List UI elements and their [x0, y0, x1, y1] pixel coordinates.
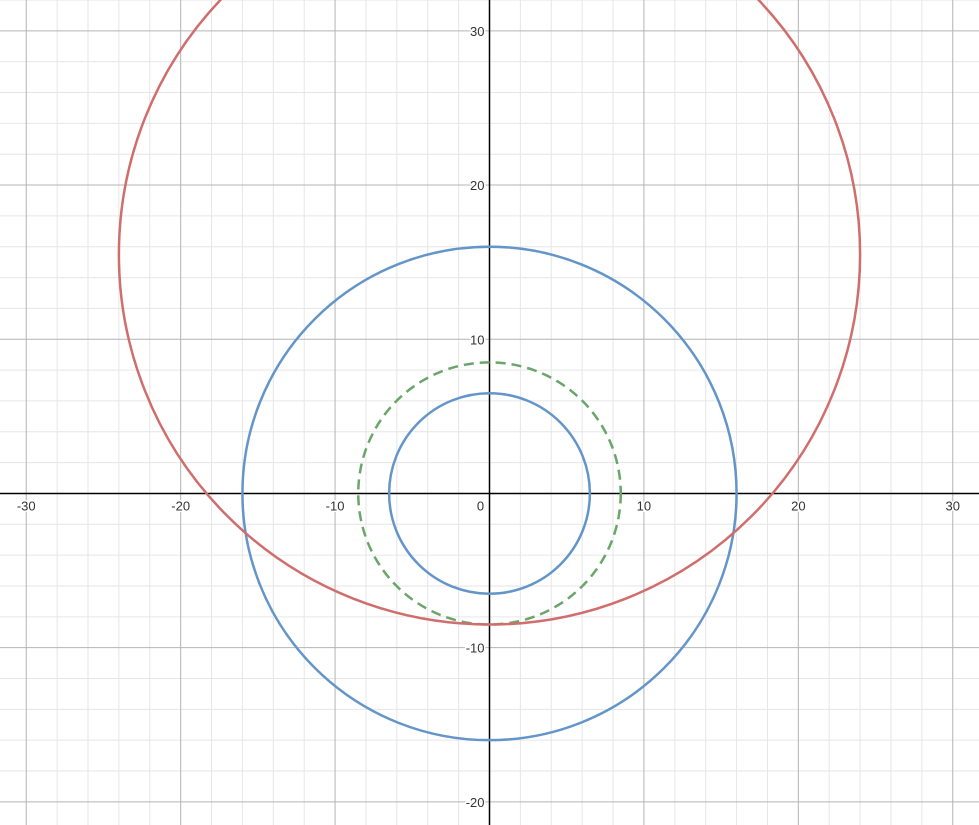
- curve-circle-1: [241, 245, 738, 742]
- curves: [117, 0, 862, 742]
- y-tick-label: 10: [470, 332, 484, 347]
- y-tick-label: -10: [466, 641, 485, 656]
- x-tick-label: 20: [791, 498, 805, 513]
- y-tick-label: 30: [470, 24, 484, 39]
- y-tick-label: -20: [466, 795, 485, 810]
- x-axis-tick-labels: -30 -20 -10 0 10 20 30: [15, 497, 961, 515]
- curve-circle-2: [387, 391, 592, 595]
- curve-circle-3: [356, 361, 623, 626]
- x-tick-label: -10: [326, 498, 345, 513]
- x-tick-label: 10: [637, 498, 651, 513]
- y-tick-label: 20: [470, 178, 484, 193]
- x-tick-label: -20: [171, 498, 190, 513]
- x-tick-label: 0: [477, 498, 484, 513]
- x-tick-label: -30: [17, 498, 36, 513]
- curve-circle-4: [117, 0, 862, 626]
- x-tick-label: 30: [946, 498, 960, 513]
- y-axis-tick-labels: -20 -10 10 20 30: [464, 22, 486, 811]
